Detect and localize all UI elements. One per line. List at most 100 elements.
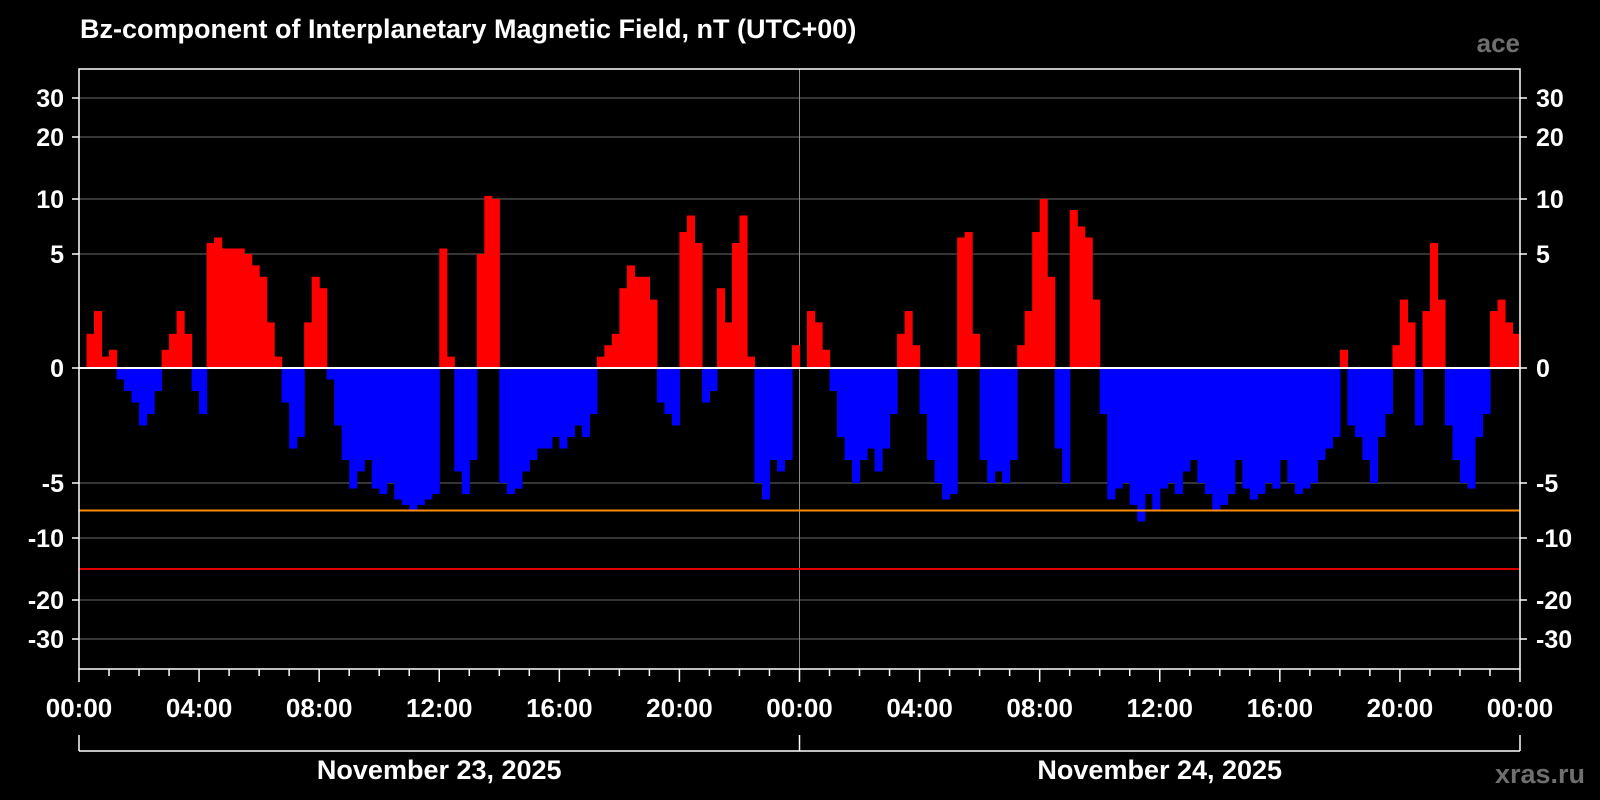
bz-bar-positive	[259, 276, 268, 368]
bz-bar-negative	[994, 368, 1003, 472]
bz-bar-positive	[491, 199, 500, 368]
bz-bar-negative	[1129, 368, 1138, 505]
bz-bar-negative	[1249, 368, 1258, 500]
bz-bar-negative	[1234, 368, 1243, 460]
bz-bar-negative	[506, 368, 515, 494]
bz-bar-positive	[634, 276, 643, 368]
y-tick-label-right: 5	[1536, 241, 1550, 269]
bz-bar-negative	[1159, 368, 1168, 489]
bz-bar-negative	[784, 368, 793, 460]
bz-bar-positive	[206, 243, 215, 368]
bz-bar-positive	[176, 311, 185, 368]
y-tick-label-left: -10	[28, 525, 64, 553]
bz-bar-negative	[987, 368, 996, 483]
bz-bar-negative	[394, 368, 403, 500]
bz-bar-negative	[551, 368, 560, 437]
bz-bar-positive	[274, 356, 283, 368]
bz-bar-negative	[334, 368, 343, 426]
bz-bar-negative	[341, 368, 350, 460]
bz-bar-positive	[957, 237, 966, 368]
bz-bar-positive	[169, 333, 178, 368]
bz-bar-negative	[1114, 368, 1123, 489]
bz-bar-positive	[86, 333, 95, 368]
bz-bar-positive	[649, 299, 658, 368]
bz-bar-positive	[1084, 237, 1093, 368]
bz-bar-negative	[529, 368, 538, 460]
bz-bar-negative	[1377, 368, 1386, 437]
reference-lines	[79, 367, 1520, 570]
bz-bar-negative	[559, 368, 568, 449]
bz-bar-negative	[919, 368, 928, 414]
bz-bar-negative	[199, 368, 208, 414]
bz-bar-negative	[296, 368, 305, 437]
bz-bar-positive	[221, 248, 230, 368]
bz-bar-negative	[326, 368, 335, 380]
bz-bar-negative	[521, 368, 530, 472]
bz-bar-negative	[409, 368, 418, 511]
bz-bar-negative	[514, 368, 523, 489]
bz-bar-negative	[1354, 368, 1363, 437]
bz-bar-positive	[236, 248, 245, 368]
bz-bar-negative	[139, 368, 148, 426]
bz-bar-negative	[1197, 368, 1206, 483]
bz-bar-negative	[769, 368, 778, 460]
bz-bar-negative	[761, 368, 771, 500]
bz-bar-negative	[124, 368, 133, 391]
bz-bar-positive	[619, 288, 628, 368]
bz-bar-positive	[731, 243, 741, 368]
bz-bar-positive	[101, 356, 110, 368]
bz-bar-negative	[664, 368, 673, 414]
bz-bar-positive	[746, 356, 756, 368]
bz-bar-positive	[266, 322, 275, 368]
y-tick-label-left: 5	[50, 241, 64, 269]
x-tick-label: 08:00	[286, 693, 353, 723]
bz-bar-negative	[1242, 368, 1251, 489]
grid-lines	[79, 69, 1520, 669]
bz-bar-negative	[416, 368, 425, 505]
bz-bar-positive	[1047, 276, 1056, 368]
y-tick-label-right: 0	[1536, 355, 1550, 383]
source-tag: ace	[1477, 28, 1520, 58]
bz-bar-negative	[379, 368, 388, 494]
bz-bar-negative	[1414, 368, 1424, 426]
bz-bar-negative	[191, 368, 200, 391]
y-tick-label-right: -20	[1536, 587, 1572, 615]
bz-bar-negative	[1369, 368, 1379, 483]
x-axis-ticks: 00:00 04:00 08:00 12:00 16:00 20:00 00:00 04:00…	[46, 669, 1553, 723]
bz-bar-negative	[882, 368, 891, 449]
bz-bar-positive	[244, 254, 253, 368]
bz-bar-negative	[1137, 368, 1146, 522]
bz-bar-negative	[942, 368, 951, 500]
bz-bar-positive	[596, 356, 605, 368]
bz-bar-negative	[544, 368, 553, 449]
bz-bar-negative	[852, 368, 861, 483]
x-tick-label: 08:00	[1006, 693, 1073, 723]
bz-bar-negative	[1257, 368, 1266, 494]
bz-bar-positive	[611, 333, 620, 368]
bz-bar-negative	[1167, 368, 1176, 483]
bz-bar-negative	[1009, 368, 1018, 460]
bz-bar-negative	[1287, 368, 1296, 483]
bz-bar-negative	[1174, 368, 1183, 494]
bz-bar-positive	[319, 288, 328, 368]
bz-bar-positive	[694, 243, 703, 368]
bz-bar-negative	[754, 368, 763, 483]
x-tick-label: 16:00	[526, 693, 593, 723]
bz-bar-positive	[161, 349, 170, 368]
bz-bar-negative	[371, 368, 380, 489]
bz-bar-negative	[1122, 368, 1131, 483]
x-tick-label: 04:00	[166, 693, 233, 723]
bz-bar-negative	[566, 368, 575, 437]
bz-bar-negative	[671, 368, 681, 426]
bz-bar-positive	[972, 333, 981, 368]
x-tick-label: 20:00	[1367, 693, 1434, 723]
bz-bar-positive	[1489, 311, 1499, 368]
bz-bar-positive	[686, 215, 696, 368]
bz-bar-negative	[1279, 368, 1288, 460]
bz-bar-negative	[1332, 368, 1341, 437]
bz-bar-negative	[386, 368, 395, 483]
bz-bar-negative	[1204, 368, 1213, 494]
bz-bar-negative	[364, 368, 373, 460]
bz-bar-negative	[1324, 368, 1333, 449]
bz-bar-positive	[229, 248, 238, 368]
